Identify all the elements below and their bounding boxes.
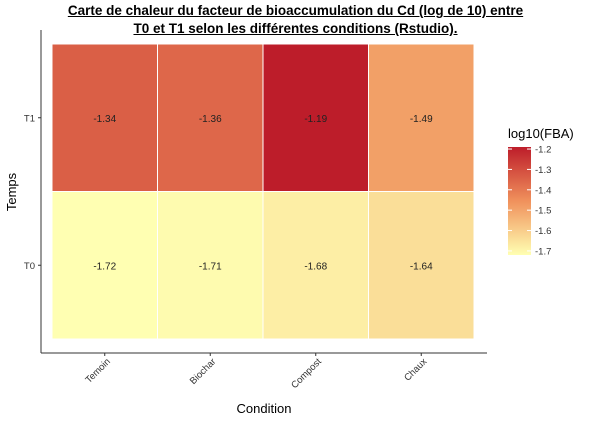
x-tick-label: Temoin (83, 356, 112, 385)
chart-title: Carte de chaleur du facteur de bioaccumu… (0, 2, 591, 38)
cell-value-label: -1.68 (304, 261, 327, 272)
legend-tick-label: -1.7 (535, 246, 551, 257)
legend-tick-label: -1.6 (535, 226, 551, 237)
legend-title: log10(FBA) (508, 126, 574, 141)
heatmap-cell-T1-Temoin (51, 43, 158, 192)
legend-tick-label: -1.5 (535, 206, 551, 217)
axes (40, 30, 487, 354)
cell-value-label: -1.72 (93, 261, 116, 272)
legend-tick-label: -1.3 (535, 165, 551, 176)
heatmap-cell-T1-Chaux (368, 43, 475, 192)
legend-ticks: -1.2 -1.3 -1.4 -1.5 -1.6 -1.7 (508, 145, 551, 257)
cell-value-label: -1.19 (304, 114, 327, 125)
legend-tick-label: -1.4 (535, 185, 551, 196)
x-tick-label: Chaux (402, 356, 429, 383)
cell-value-label: -1.71 (199, 261, 222, 272)
heatmap-cells: -1.34 -1.36 -1.19 -1.49 -1.72 -1.71 -1.68 -1.64 (51, 43, 475, 340)
x-axis-label: Condition (237, 401, 292, 416)
cell-value-label: -1.64 (410, 261, 433, 272)
y-ticks: T1 T0 (24, 113, 41, 272)
heatmap-cell-T0-Temoin (51, 191, 158, 340)
chart-title-line-2: T0 et T1 selon les différentes condition… (133, 21, 458, 36)
y-axis-label: Temps (4, 172, 19, 211)
legend-tick-label: -1.2 (535, 145, 551, 156)
heatmap-cell-T1-Compost (262, 43, 369, 192)
color-legend: log10(FBA) -1.2 -1.3 -1.4 -1.5 -1.6 -1.7 (508, 126, 574, 257)
heatmap-cell-T0-Biochar (157, 191, 264, 340)
x-ticks: Temoin Biochar Compost Chaux (83, 353, 430, 391)
x-tick-label: Biochar (188, 356, 219, 387)
cell-value-label: -1.36 (199, 114, 222, 125)
y-tick-label: T1 (24, 113, 35, 124)
legend-colorbar (508, 147, 531, 255)
heatmap-cell-T0-Chaux (368, 191, 475, 340)
x-tick-label: Compost (289, 356, 324, 391)
chart-title-line-1: Carte de chaleur du facteur de bioaccumu… (67, 3, 524, 18)
cell-value-label: -1.49 (410, 114, 433, 125)
y-tick-label: T0 (24, 261, 35, 272)
heatmap-cell-T0-Compost (262, 191, 369, 340)
cell-value-label: -1.34 (93, 114, 116, 125)
